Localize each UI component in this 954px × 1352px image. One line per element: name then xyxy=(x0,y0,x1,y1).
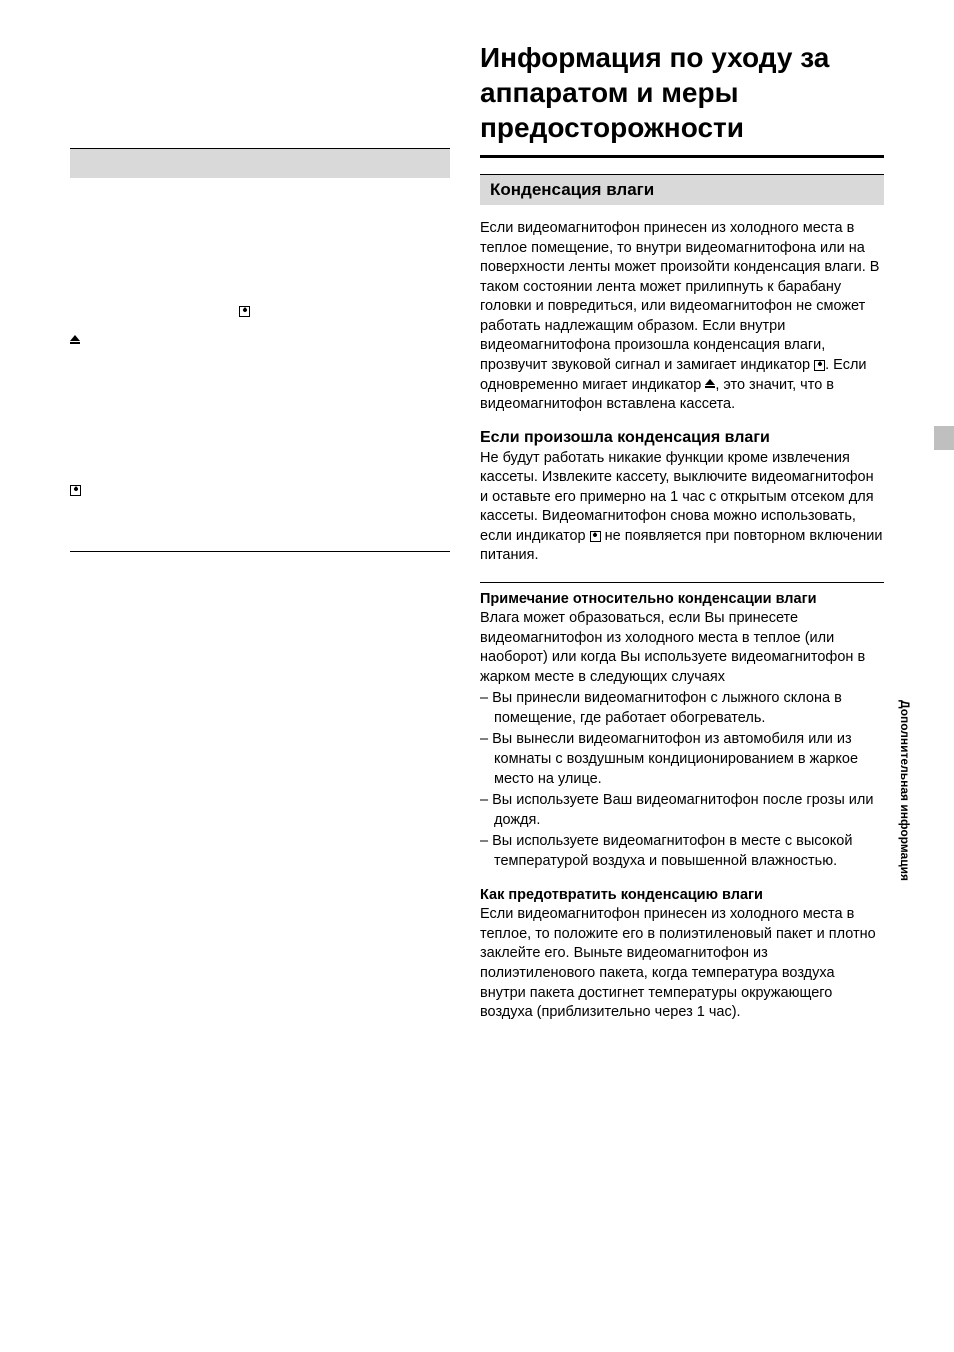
side-label-container: Дополнительная информация xyxy=(902,700,922,1020)
two-column-layout: Информация по уходу за аппаратом и меры … xyxy=(70,40,884,1033)
moisture-icon xyxy=(70,485,81,496)
bullet-item: – Вы принесли видеомагнитофон с лыжного … xyxy=(480,689,884,728)
intro-paragraph: Если видеомагнитофон принесен из холодно… xyxy=(480,219,884,415)
prevent-paragraph: Если видеомагнитофон принесен из холодно… xyxy=(480,905,884,1022)
left-separator-line xyxy=(70,551,450,552)
section-header-condensation: Конденсация влаги xyxy=(480,174,884,205)
bullet-item: – Вы используете Ваш видеомагнитофон пос… xyxy=(480,791,884,830)
moisture-icon xyxy=(590,531,601,542)
heading-if-condensation: Если произошла конденсация влаги xyxy=(480,429,884,447)
side-thumb-tab xyxy=(934,426,954,450)
moisture-icon xyxy=(814,360,825,371)
note-separator-line xyxy=(480,582,884,583)
note-heading-condensation: Примечание относительно конденсации влаг… xyxy=(480,591,884,607)
right-column: Информация по уходу за аппаратом и меры … xyxy=(480,40,884,1033)
note-intro-paragraph: Влага может образоваться, если Вы принес… xyxy=(480,609,884,687)
intro-text-a: Если видеомагнитофон принесен из холодно… xyxy=(480,220,879,373)
moisture-icon xyxy=(239,306,250,317)
side-label-text: Дополнительная информация xyxy=(898,700,912,881)
left-moisture-icon-line-2 xyxy=(70,481,450,501)
left-eject-icon-line xyxy=(70,332,450,352)
bullet-item: – Вы используете видеомагнитофон в месте… xyxy=(480,832,884,871)
eject-icon xyxy=(70,335,80,345)
left-moisture-icon-line xyxy=(70,302,450,322)
page-title: Информация по уходу за аппаратом и меры … xyxy=(480,40,884,145)
title-underline xyxy=(480,155,884,158)
document-page: Дополнительная информация xyxy=(0,0,954,1093)
bullet-item: – Вы вынесли видеомагнитофон из автомоби… xyxy=(480,730,884,789)
eject-icon xyxy=(705,379,715,389)
left-grey-header-placeholder xyxy=(70,148,450,178)
if-condensation-paragraph: Не будут работать никакие функции кроме … xyxy=(480,449,884,566)
left-column xyxy=(70,40,450,1033)
heading-prevent-condensation: Как предотвратить конденсацию влаги xyxy=(480,887,884,903)
